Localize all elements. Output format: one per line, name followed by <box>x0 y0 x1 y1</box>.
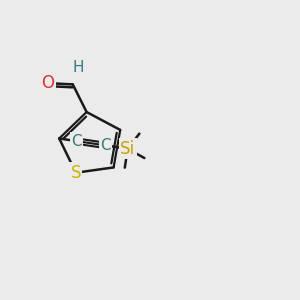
Text: O: O <box>41 74 54 92</box>
Text: C: C <box>100 138 111 153</box>
Text: Si: Si <box>120 140 135 158</box>
Text: H: H <box>72 60 84 75</box>
Text: S: S <box>71 164 81 182</box>
Text: C: C <box>71 134 82 148</box>
